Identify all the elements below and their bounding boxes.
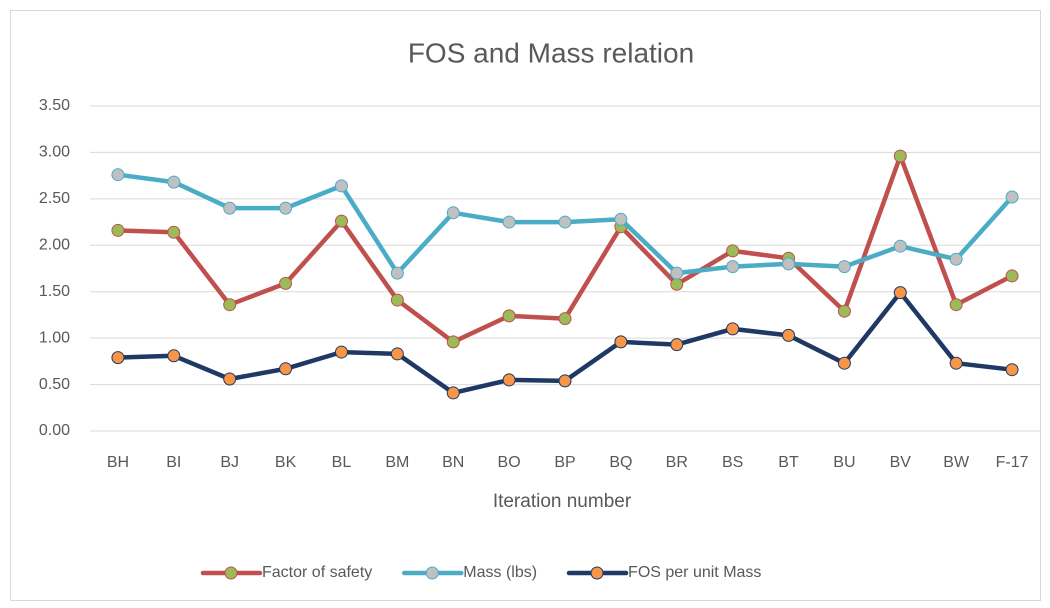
x-axis-title: Iteration number [493,491,632,512]
x-tick-label: BI [166,454,181,471]
point-marker [446,206,460,220]
point-marker [446,386,460,400]
point-marker [334,179,348,193]
y-tick-label: 3.00 [39,144,70,161]
y-tick-label: 1.00 [39,329,70,346]
point-marker [167,225,181,239]
legend-label: Mass (lbs) [463,564,537,581]
point-marker [111,223,125,237]
point-marker [111,168,125,182]
point-marker [782,328,796,342]
point-marker [390,266,404,280]
point-marker [949,252,963,266]
x-tick-label: BL [332,454,352,471]
legend-marker [590,566,604,580]
x-tick-label: BW [943,454,970,471]
point-marker [223,201,237,215]
x-tick-label: BH [107,454,129,471]
point-marker [949,298,963,312]
point-marker [223,372,237,386]
x-tick-label: BQ [609,454,632,471]
x-tick-label: BR [666,454,688,471]
y-tick-label: 2.00 [39,237,70,254]
point-marker [670,338,684,352]
point-marker [893,239,907,253]
point-marker [390,293,404,307]
x-tick-label: BM [385,454,409,471]
point-marker [670,277,684,291]
point-marker [502,215,516,229]
x-tick-label: BV [890,454,912,471]
y-tick-label: 2.50 [39,190,70,207]
point-marker [726,260,740,274]
y-tick-label: 0.50 [39,376,70,393]
x-tick-label: BU [833,454,855,471]
legend-label: Factor of safety [262,564,372,581]
point-marker [167,349,181,363]
point-marker [390,347,404,361]
point-marker [334,214,348,228]
point-marker [949,356,963,370]
x-tick-label: BP [554,454,575,471]
point-marker [726,322,740,336]
x-tick-label: BK [275,454,297,471]
point-marker [167,175,181,189]
y-tick-label: 1.50 [39,283,70,300]
legend-marker [224,566,238,580]
point-marker [223,298,237,312]
point-marker [502,373,516,387]
legend-marker [425,566,439,580]
y-tick-label: 3.50 [39,97,70,114]
point-marker [726,244,740,258]
x-tick-label: F-17 [996,454,1029,471]
point-marker [670,266,684,280]
point-marker [614,335,628,349]
chart-title: FOS and Mass relation [408,37,694,68]
legend-label: FOS per unit Mass [628,564,761,581]
point-marker [1005,190,1019,204]
y-tick-label: 0.00 [39,422,70,439]
point-marker [1005,269,1019,283]
x-tick-label: BS [722,454,743,471]
point-marker [446,335,460,349]
point-marker [502,309,516,323]
point-marker [614,212,628,226]
point-marker [782,257,796,271]
point-marker [279,276,293,290]
point-marker [334,345,348,359]
point-marker [111,351,125,365]
point-marker [558,374,572,388]
point-marker [837,356,851,370]
x-tick-label: BO [498,454,521,471]
chart-border [10,10,1041,601]
x-tick-label: BJ [220,454,239,471]
point-marker [893,149,907,163]
x-tick-label: BN [442,454,464,471]
point-marker [837,260,851,274]
point-marker [1005,363,1019,377]
point-marker [893,286,907,300]
point-marker [558,312,572,326]
point-marker [558,215,572,229]
x-tick-label: BT [778,454,799,471]
point-marker [279,362,293,376]
point-marker [837,304,851,318]
point-marker [279,201,293,215]
